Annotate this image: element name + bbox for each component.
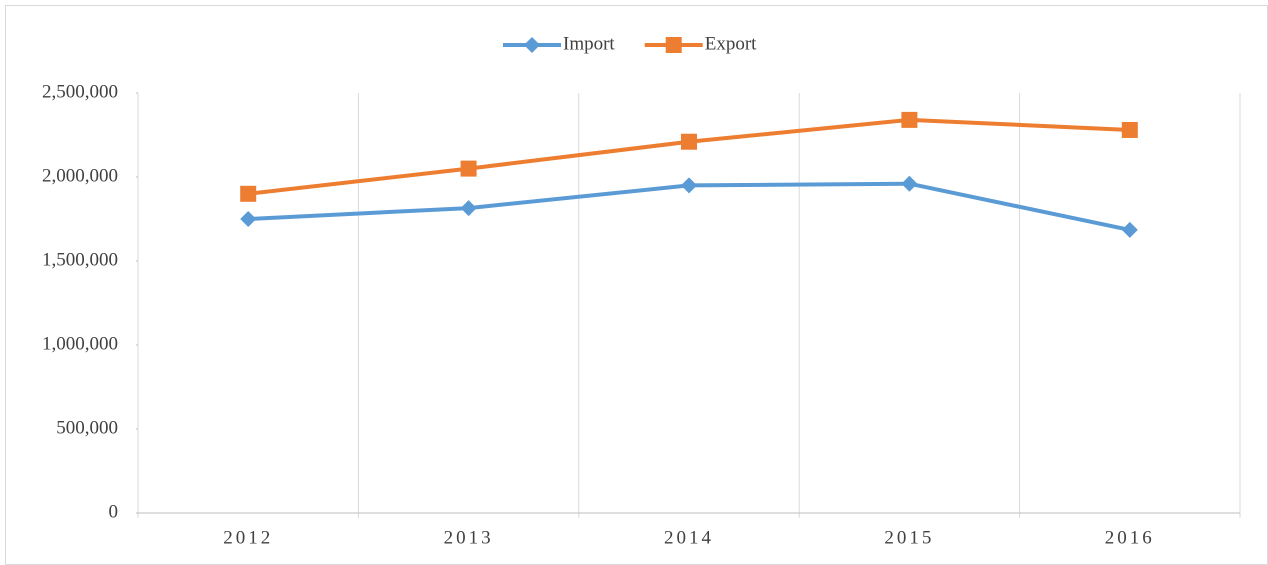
marker [901,175,918,192]
y-tick-label: 2,500,000 [42,81,118,102]
x-tick-label: 2012 [223,527,273,548]
marker [240,211,257,227]
marker [1121,121,1138,138]
x-tick-label: 2014 [664,527,714,548]
marker [1121,221,1138,238]
y-tick-label: 1,500,000 [42,249,118,270]
marker [681,177,697,194]
legend-marker [524,37,540,53]
marker [681,133,697,150]
legend-marker [665,37,682,53]
x-tick-label: 2016 [1105,527,1155,548]
x-tick-label: 2013 [444,527,494,548]
marker [460,200,477,217]
marker [901,111,918,128]
y-tick-label: 500,000 [56,417,118,438]
y-tick-label: 0 [109,501,119,522]
y-tick-label: 1,000,000 [42,333,118,354]
marker [240,185,257,202]
legend-label: Import [563,33,615,54]
y-tick-label: 2,000,000 [42,165,118,186]
x-tick-label: 2015 [884,527,934,548]
chart-border [5,5,1268,565]
legend-label: Export [705,33,757,54]
marker [460,160,477,177]
